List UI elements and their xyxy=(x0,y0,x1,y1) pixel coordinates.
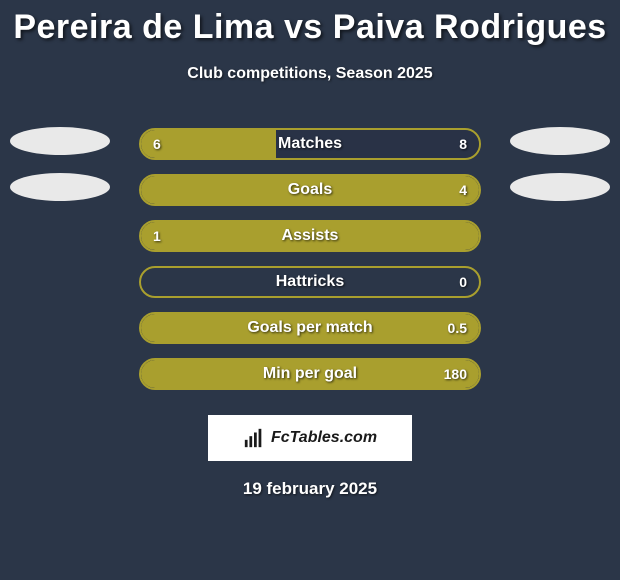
stat-value-right: 8 xyxy=(459,136,467,152)
stat-row: Min per goal180 xyxy=(0,351,620,397)
stat-bar: Assists1 xyxy=(139,220,481,252)
comparison-chart: Pereira de Lima vs Paiva Rodrigues Club … xyxy=(0,0,620,580)
stat-value-right: 180 xyxy=(444,366,467,382)
stat-label: Goals xyxy=(141,181,479,199)
stat-bar: Hattricks0 xyxy=(139,266,481,298)
stat-value-left: 6 xyxy=(153,136,161,152)
player-avatar-left xyxy=(10,173,110,201)
stat-row: Goals per match0.5 xyxy=(0,305,620,351)
player-avatar-right xyxy=(510,127,610,155)
stat-bar: Goals per match0.5 xyxy=(139,312,481,344)
stat-row: Hattricks0 xyxy=(0,259,620,305)
brand-text: FcTables.com xyxy=(271,429,377,447)
chart-icon xyxy=(243,427,265,449)
stat-label: Matches xyxy=(141,135,479,153)
page-title: Pereira de Lima vs Paiva Rodrigues xyxy=(0,8,620,47)
stat-label: Goals per match xyxy=(141,319,479,337)
stat-label: Min per goal xyxy=(141,365,479,383)
subtitle: Club competitions, Season 2025 xyxy=(0,65,620,83)
stat-label: Assists xyxy=(141,227,479,245)
footer-date: 19 february 2025 xyxy=(0,479,620,499)
stat-label: Hattricks xyxy=(141,273,479,291)
stat-bar: Min per goal180 xyxy=(139,358,481,390)
stat-bar: Goals4 xyxy=(139,174,481,206)
stat-value-right: 4 xyxy=(459,182,467,198)
stat-bar: Matches6 8 xyxy=(139,128,481,160)
stat-value-right: 0 xyxy=(459,274,467,290)
stat-row: Goals4 xyxy=(0,167,620,213)
player-avatar-right xyxy=(510,173,610,201)
stat-rows: Matches6 8 Goals4 Assists1 Hattricks0 Goals p… xyxy=(0,121,620,397)
stat-value-right: 0.5 xyxy=(448,320,467,336)
stat-row: Assists1 xyxy=(0,213,620,259)
stat-row: Matches6 8 xyxy=(0,121,620,167)
stat-value-left: 1 xyxy=(153,228,161,244)
brand-badge[interactable]: FcTables.com xyxy=(208,415,412,461)
player-avatar-left xyxy=(10,127,110,155)
